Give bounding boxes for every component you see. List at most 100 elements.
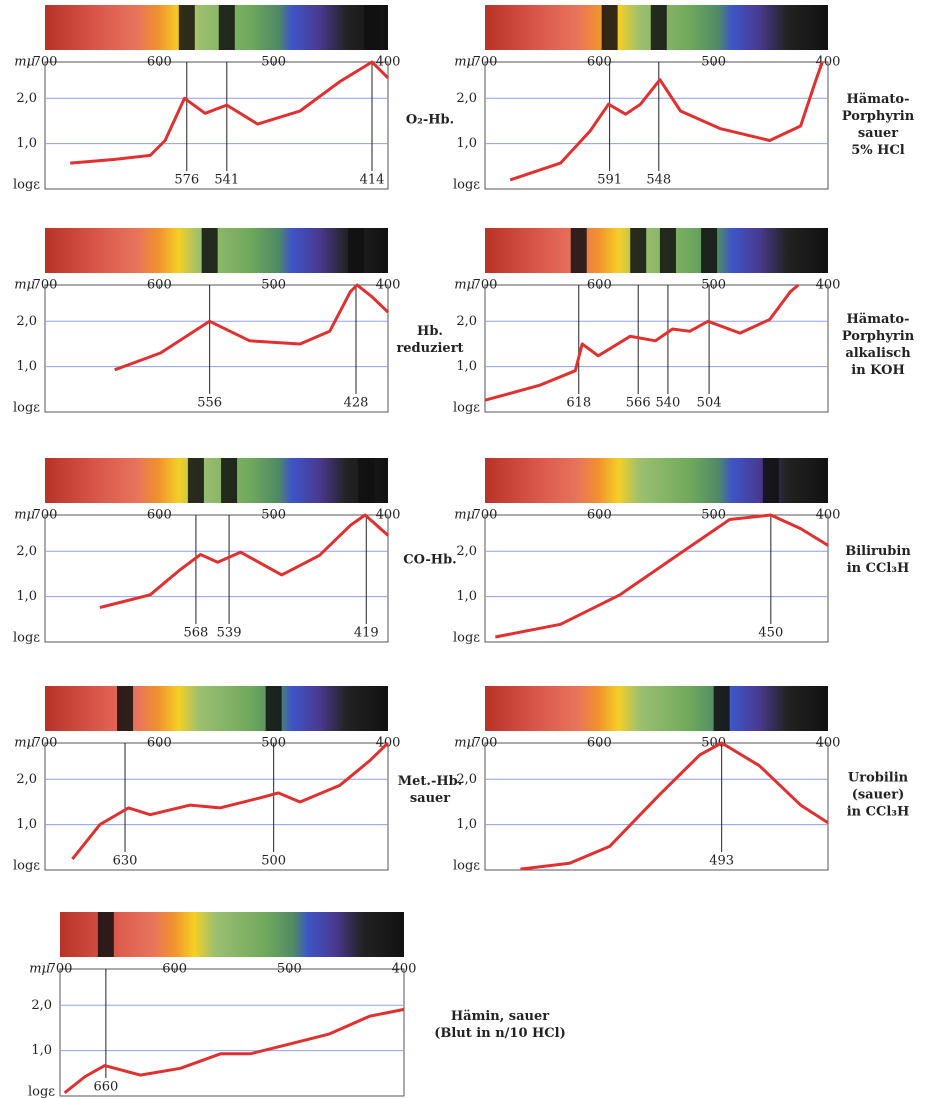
x-tick-label: 500 [701,278,726,293]
absorption-band [358,458,375,503]
y-axis-label: logε [453,178,480,193]
marker-label: 660 [93,1080,118,1095]
compound-label: sauer [410,791,450,806]
spectrum [45,5,388,50]
marker-label: 414 [360,173,385,188]
marker-label: 548 [646,173,671,188]
x-tick-label: 600 [147,736,172,751]
x-tick-label: 600 [587,736,612,751]
x-tick-label: 500 [701,55,726,70]
compound-label: (sauer) [852,788,905,803]
x-axis-label: mμ [14,508,35,523]
x-tick-label: 500 [261,278,286,293]
compound-label: in CCl₃H [847,805,910,820]
compound-label: Hämato- [847,312,910,327]
y-tick-label: 1,0 [31,1043,52,1058]
y-tick-label: 1,0 [16,136,37,151]
x-tick-label: 700 [48,962,73,977]
x-tick-label: 500 [701,508,726,523]
y-axis-label: logε [453,631,480,646]
plot-frame [44,284,389,413]
absorption-band [601,5,618,50]
y-tick-label: 2,0 [456,314,477,329]
x-tick-label: 700 [33,736,58,751]
spectrum [45,686,388,731]
x-tick-label: 400 [816,736,841,751]
absorption-band [762,458,779,503]
compound-label: Hämato- [847,92,910,107]
x-tick-label: 700 [473,278,498,293]
y-axis-label: logε [453,859,480,874]
compound-label: Hämin, sauer [451,1009,549,1024]
spectrum [45,458,388,503]
absorption-band [97,912,114,957]
y-tick-label: 2,0 [456,544,477,559]
x-tick-label: 600 [147,278,172,293]
compound-label: Porphyrin [842,109,915,124]
absorption-band [659,228,676,273]
marker-label: 591 [597,173,622,188]
absorption-curve [70,60,390,165]
y-tick-label: 2,0 [16,772,37,787]
x-axis-label: mμ [14,278,35,293]
plot-frame [59,968,405,1097]
y-tick-label: 2,0 [31,998,52,1013]
spectrum [60,912,404,957]
y-tick-label: 1,0 [16,589,37,604]
compound-label: alkalisch [845,346,911,361]
absorption-curve [520,741,829,871]
absorption-band [187,458,204,503]
marker-label: 500 [261,854,286,869]
absorption-curve [71,741,390,861]
marker-label: 541 [214,173,239,188]
x-axis-label: mμ [454,736,475,751]
compound-label: Porphyrin [842,329,915,344]
y-tick-label: 1,0 [456,589,477,604]
x-tick-label: 500 [261,55,286,70]
compound-label: Hb. [417,324,443,339]
marker-label: 450 [758,626,783,641]
plot-frame [44,742,389,871]
x-tick-label: 400 [376,278,401,293]
compound-label: (Blut in n/10 HCl) [434,1026,566,1041]
x-tick-label: 600 [147,55,172,70]
compound-label: sauer [858,126,898,141]
spectrum [485,686,828,731]
marker-label: 630 [113,854,138,869]
compound-label: Met.-Hb. [398,774,463,789]
x-tick-label: 600 [587,278,612,293]
absorption-curve [63,1007,405,1094]
compound-label: 5% HCl [851,143,905,158]
x-axis-label: mμ [14,736,35,751]
x-tick-label: 700 [33,278,58,293]
plot-frame [484,742,829,871]
x-tick-label: 700 [33,508,58,523]
x-axis-label: mμ [454,508,475,523]
x-tick-label: 400 [392,962,417,977]
absorption-band [347,228,364,273]
marker-label: 556 [197,396,222,411]
x-axis-label: mμ [454,55,475,70]
compound-label: in KOH [851,363,904,378]
plot-frame [484,284,829,413]
x-tick-label: 500 [277,962,302,977]
x-tick-label: 700 [473,55,498,70]
absorption-curve [484,283,800,402]
marker-label: 540 [656,396,681,411]
absorption-band [650,5,667,50]
x-tick-label: 400 [816,508,841,523]
y-tick-label: 2,0 [456,772,477,787]
x-tick-label: 400 [816,278,841,293]
compound-label: CO-Hb. [403,553,456,568]
absorption-curve [114,283,390,372]
marker-label: 568 [184,626,209,641]
compound-label: O₂-Hb. [406,113,454,128]
y-axis-label: logε [28,1085,55,1099]
absorption-curve [495,513,829,639]
compound-label: in CCl₃H [847,561,910,576]
y-tick-label: 2,0 [456,91,477,106]
marker-label: 504 [697,396,722,411]
y-axis-label: logε [13,178,40,193]
plot-frame [484,514,829,643]
absorption-curve [509,61,824,182]
